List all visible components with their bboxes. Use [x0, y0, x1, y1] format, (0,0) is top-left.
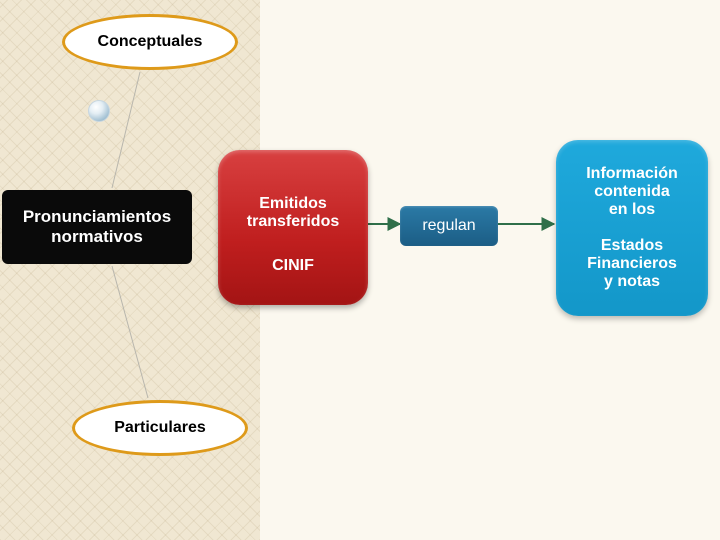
- emitidos-line1: Emitidos: [247, 195, 339, 213]
- info-line1: Información: [586, 165, 678, 183]
- info-line6: y notas: [587, 273, 677, 291]
- node-conceptuales: Conceptuales: [62, 14, 238, 70]
- decor-sphere-icon: [88, 100, 110, 122]
- node-pronunciamientos-label: Pronunciamientos normativos: [2, 207, 192, 247]
- node-particulares-label: Particulares: [114, 419, 206, 437]
- node-particulares: Particulares: [72, 400, 248, 456]
- info-line4: Estados: [587, 237, 677, 255]
- info-line5: Financieros: [587, 255, 677, 273]
- node-conceptuales-label: Conceptuales: [98, 33, 203, 51]
- emitidos-line2: transferidos: [247, 213, 339, 231]
- node-regulan: regulan: [400, 206, 498, 246]
- node-regulan-label: regulan: [422, 217, 475, 235]
- info-line3: en los: [586, 201, 678, 219]
- node-informacion: Información contenida en los Estados Fin…: [556, 140, 708, 316]
- node-pronunciamientos: Pronunciamientos normativos: [2, 190, 192, 264]
- info-line2: contenida: [586, 183, 678, 201]
- node-emitidos: Emitidos transferidos CINIF: [218, 150, 368, 305]
- emitidos-line3: CINIF: [272, 257, 314, 275]
